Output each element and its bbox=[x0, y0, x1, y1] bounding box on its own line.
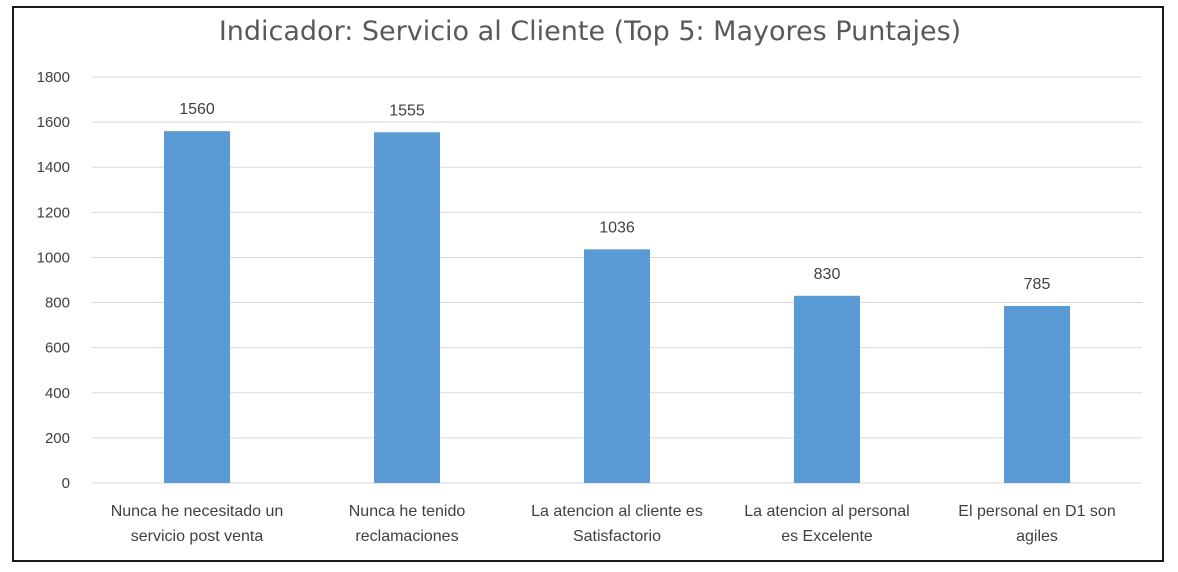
x-category-line: agiles bbox=[1016, 528, 1058, 545]
y-tick-label: 1800 bbox=[37, 69, 70, 86]
bar-chart: Indicador: Servicio al Cliente (Top 5: M… bbox=[37, 16, 1142, 545]
chart-frame: Indicador: Servicio al Cliente (Top 5: M… bbox=[12, 6, 1164, 562]
y-tick-label: 1400 bbox=[37, 159, 70, 176]
y-tick-label: 800 bbox=[45, 295, 70, 312]
y-tick-label: 200 bbox=[45, 430, 70, 447]
y-axis-ticks: 0 200 400 600 800 1000 1200 1400 1600 1800 bbox=[37, 69, 70, 492]
bar bbox=[1004, 305, 1070, 483]
bar bbox=[794, 295, 860, 483]
y-tick-label: 400 bbox=[45, 385, 70, 402]
data-label: 1560 bbox=[179, 101, 215, 118]
y-tick-label: 600 bbox=[45, 340, 70, 357]
x-category-line: servicio post venta bbox=[131, 528, 264, 545]
y-tick-label: 0 bbox=[62, 475, 70, 492]
chart-title: Indicador: Servicio al Cliente (Top 5: M… bbox=[219, 16, 961, 47]
x-category-line: Nunca he tenido bbox=[349, 503, 466, 520]
data-label: 1555 bbox=[389, 102, 425, 119]
x-category-label: El personal en D1 son agiles bbox=[958, 503, 1115, 545]
x-axis-categories: Nunca he necesitado un servicio post vent… bbox=[111, 503, 1116, 545]
y-tick-label: 1000 bbox=[37, 249, 70, 266]
x-category-line: La atencion al cliente es bbox=[531, 503, 703, 520]
data-label: 1036 bbox=[599, 219, 635, 236]
x-category-line: es Excelente bbox=[781, 528, 873, 545]
x-category-label: Nunca he tenido reclamaciones bbox=[349, 503, 466, 545]
bar bbox=[584, 249, 650, 483]
data-label: 830 bbox=[814, 266, 841, 283]
x-category-line: Satisfactorio bbox=[573, 528, 661, 545]
bars bbox=[164, 131, 1070, 483]
data-label: 785 bbox=[1024, 276, 1051, 293]
x-category-label: Nunca he necesitado un servicio post vent… bbox=[111, 503, 284, 545]
y-tick-label: 1600 bbox=[37, 114, 70, 131]
y-tick-label: 1200 bbox=[37, 204, 70, 221]
x-category-line: La atencion al personal bbox=[744, 503, 909, 520]
x-category-label: La atencion al personal es Excelente bbox=[744, 503, 909, 545]
x-category-label: La atencion al cliente es Satisfactorio bbox=[531, 503, 703, 545]
data-labels: 1560 1555 1036 830 785 bbox=[179, 101, 1050, 293]
x-category-line: Nunca he necesitado un bbox=[111, 503, 284, 520]
bar bbox=[164, 131, 230, 483]
x-category-line: reclamaciones bbox=[355, 528, 458, 545]
bar bbox=[374, 132, 440, 483]
x-category-line: El personal en D1 son bbox=[958, 503, 1115, 520]
